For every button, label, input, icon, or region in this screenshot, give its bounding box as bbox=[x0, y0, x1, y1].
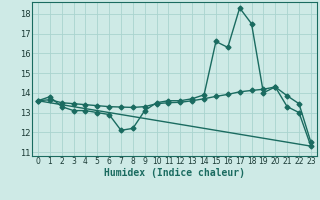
X-axis label: Humidex (Indice chaleur): Humidex (Indice chaleur) bbox=[104, 168, 245, 178]
